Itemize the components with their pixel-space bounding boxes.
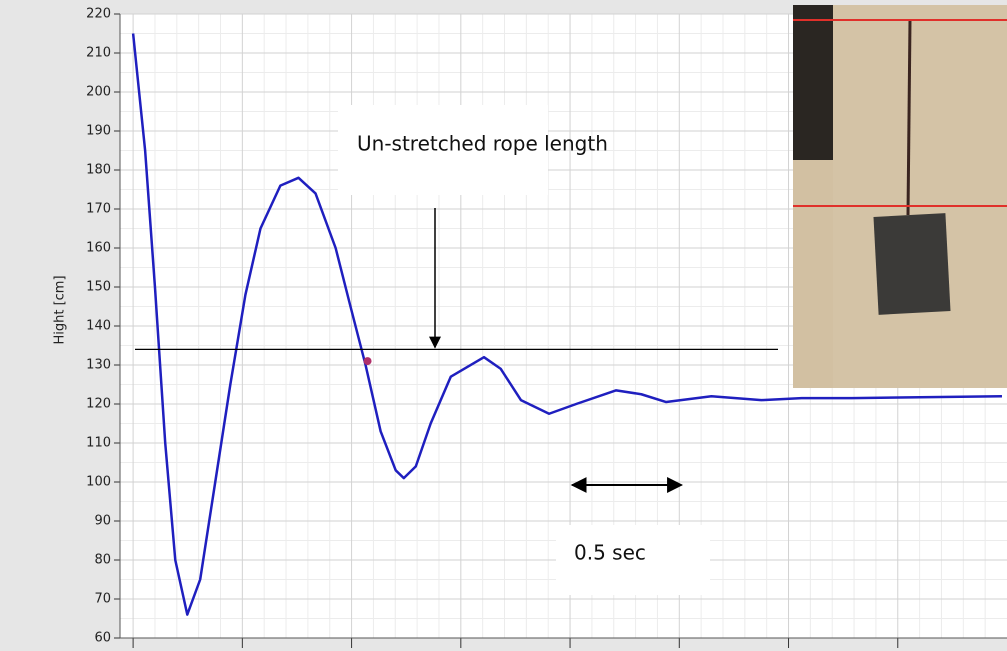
y-tick-label: 210 [86,46,111,61]
annotation-text: Un-stretched rope length [357,132,608,156]
y-tick-label: 60 [94,631,111,646]
y-tick-label: 70 [94,592,111,607]
y-axis-label: Hight [cm] [53,275,68,344]
y-tick-label: 90 [94,514,111,529]
y-tick-label: 160 [86,241,111,256]
y-tick-label: 130 [86,358,111,373]
photo-rope [908,20,910,215]
y-tick-label: 180 [86,163,111,178]
y-tick-label: 150 [86,280,111,295]
photo-wall [833,5,1007,388]
y-tick-label: 140 [86,319,111,334]
photo-weight [873,213,950,315]
photo-inset [793,5,1007,388]
marker-point [364,357,372,365]
y-tick-label: 120 [86,397,111,412]
y-tick-label: 100 [86,475,111,490]
chart: 60 70 80 90 100 110 120 130 140 150 160 170 180 190 20… [0,0,1007,651]
y-tick-label: 190 [86,124,111,139]
y-tick-label: 80 [94,553,111,568]
y-tick-label: 220 [86,7,111,22]
y-tick-label: 200 [86,85,111,100]
span-label: 0.5 sec [574,541,646,565]
photo-panel [793,160,833,388]
y-tick-label: 170 [86,202,111,217]
y-tick-label: 110 [86,436,111,451]
